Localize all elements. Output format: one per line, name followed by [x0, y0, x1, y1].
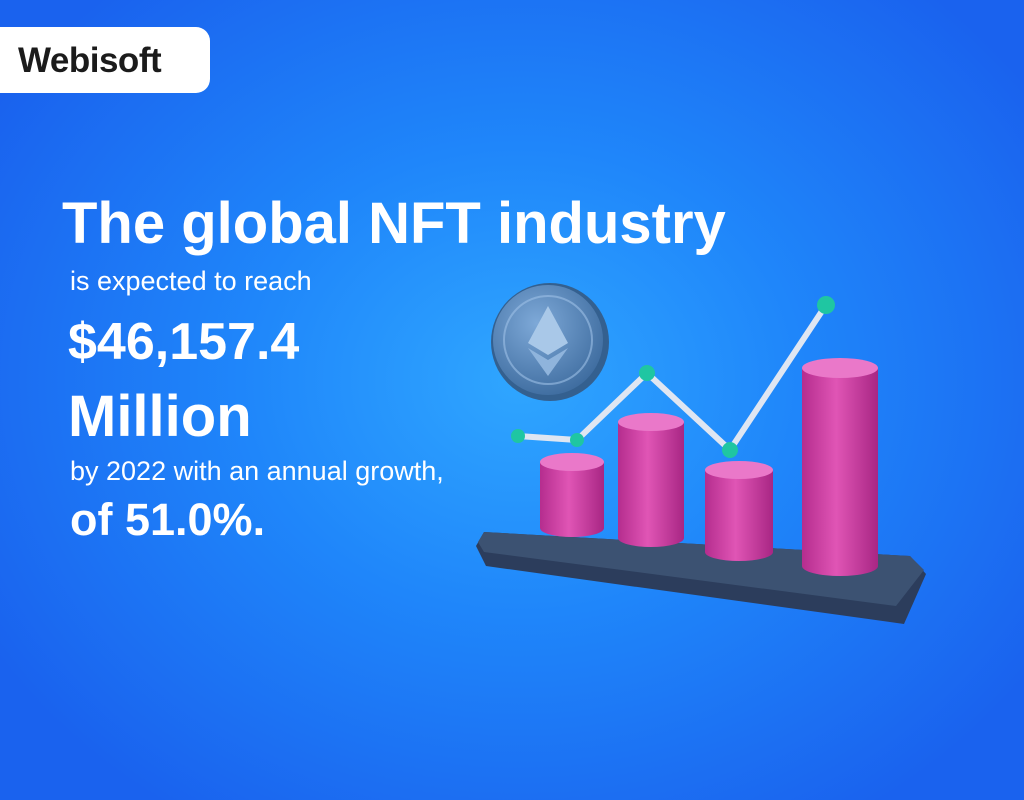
- bar: [705, 470, 773, 561]
- growth: of 51.0%.: [70, 494, 266, 545]
- logo-text: Webisoft: [18, 41, 162, 80]
- subline: by 2022 with an annual growth,: [70, 456, 444, 486]
- eth-bottom: [528, 348, 568, 376]
- bar-top: [540, 453, 604, 471]
- subline: is expected to reach: [70, 266, 312, 296]
- dot: [639, 365, 655, 381]
- eth-coin: [491, 283, 609, 401]
- bar-top: [802, 358, 878, 378]
- dot: [722, 442, 738, 458]
- bar-top: [618, 413, 684, 431]
- bar: [802, 368, 878, 576]
- bar-top: [705, 461, 773, 479]
- dot: [817, 296, 835, 314]
- eth-top: [528, 306, 568, 355]
- dot: [511, 429, 525, 443]
- unit: Million: [68, 384, 252, 449]
- bar: [618, 422, 684, 547]
- amount: $46,157.4: [68, 313, 300, 371]
- bar: [540, 462, 604, 537]
- headline: The global NFT industry: [62, 191, 726, 256]
- logo-badge: Webisoft: [0, 27, 210, 93]
- bars: [540, 358, 878, 576]
- trend-dots: [511, 296, 835, 458]
- coin-ring: [503, 295, 593, 385]
- platform-top: [478, 532, 924, 606]
- dot: [570, 433, 584, 447]
